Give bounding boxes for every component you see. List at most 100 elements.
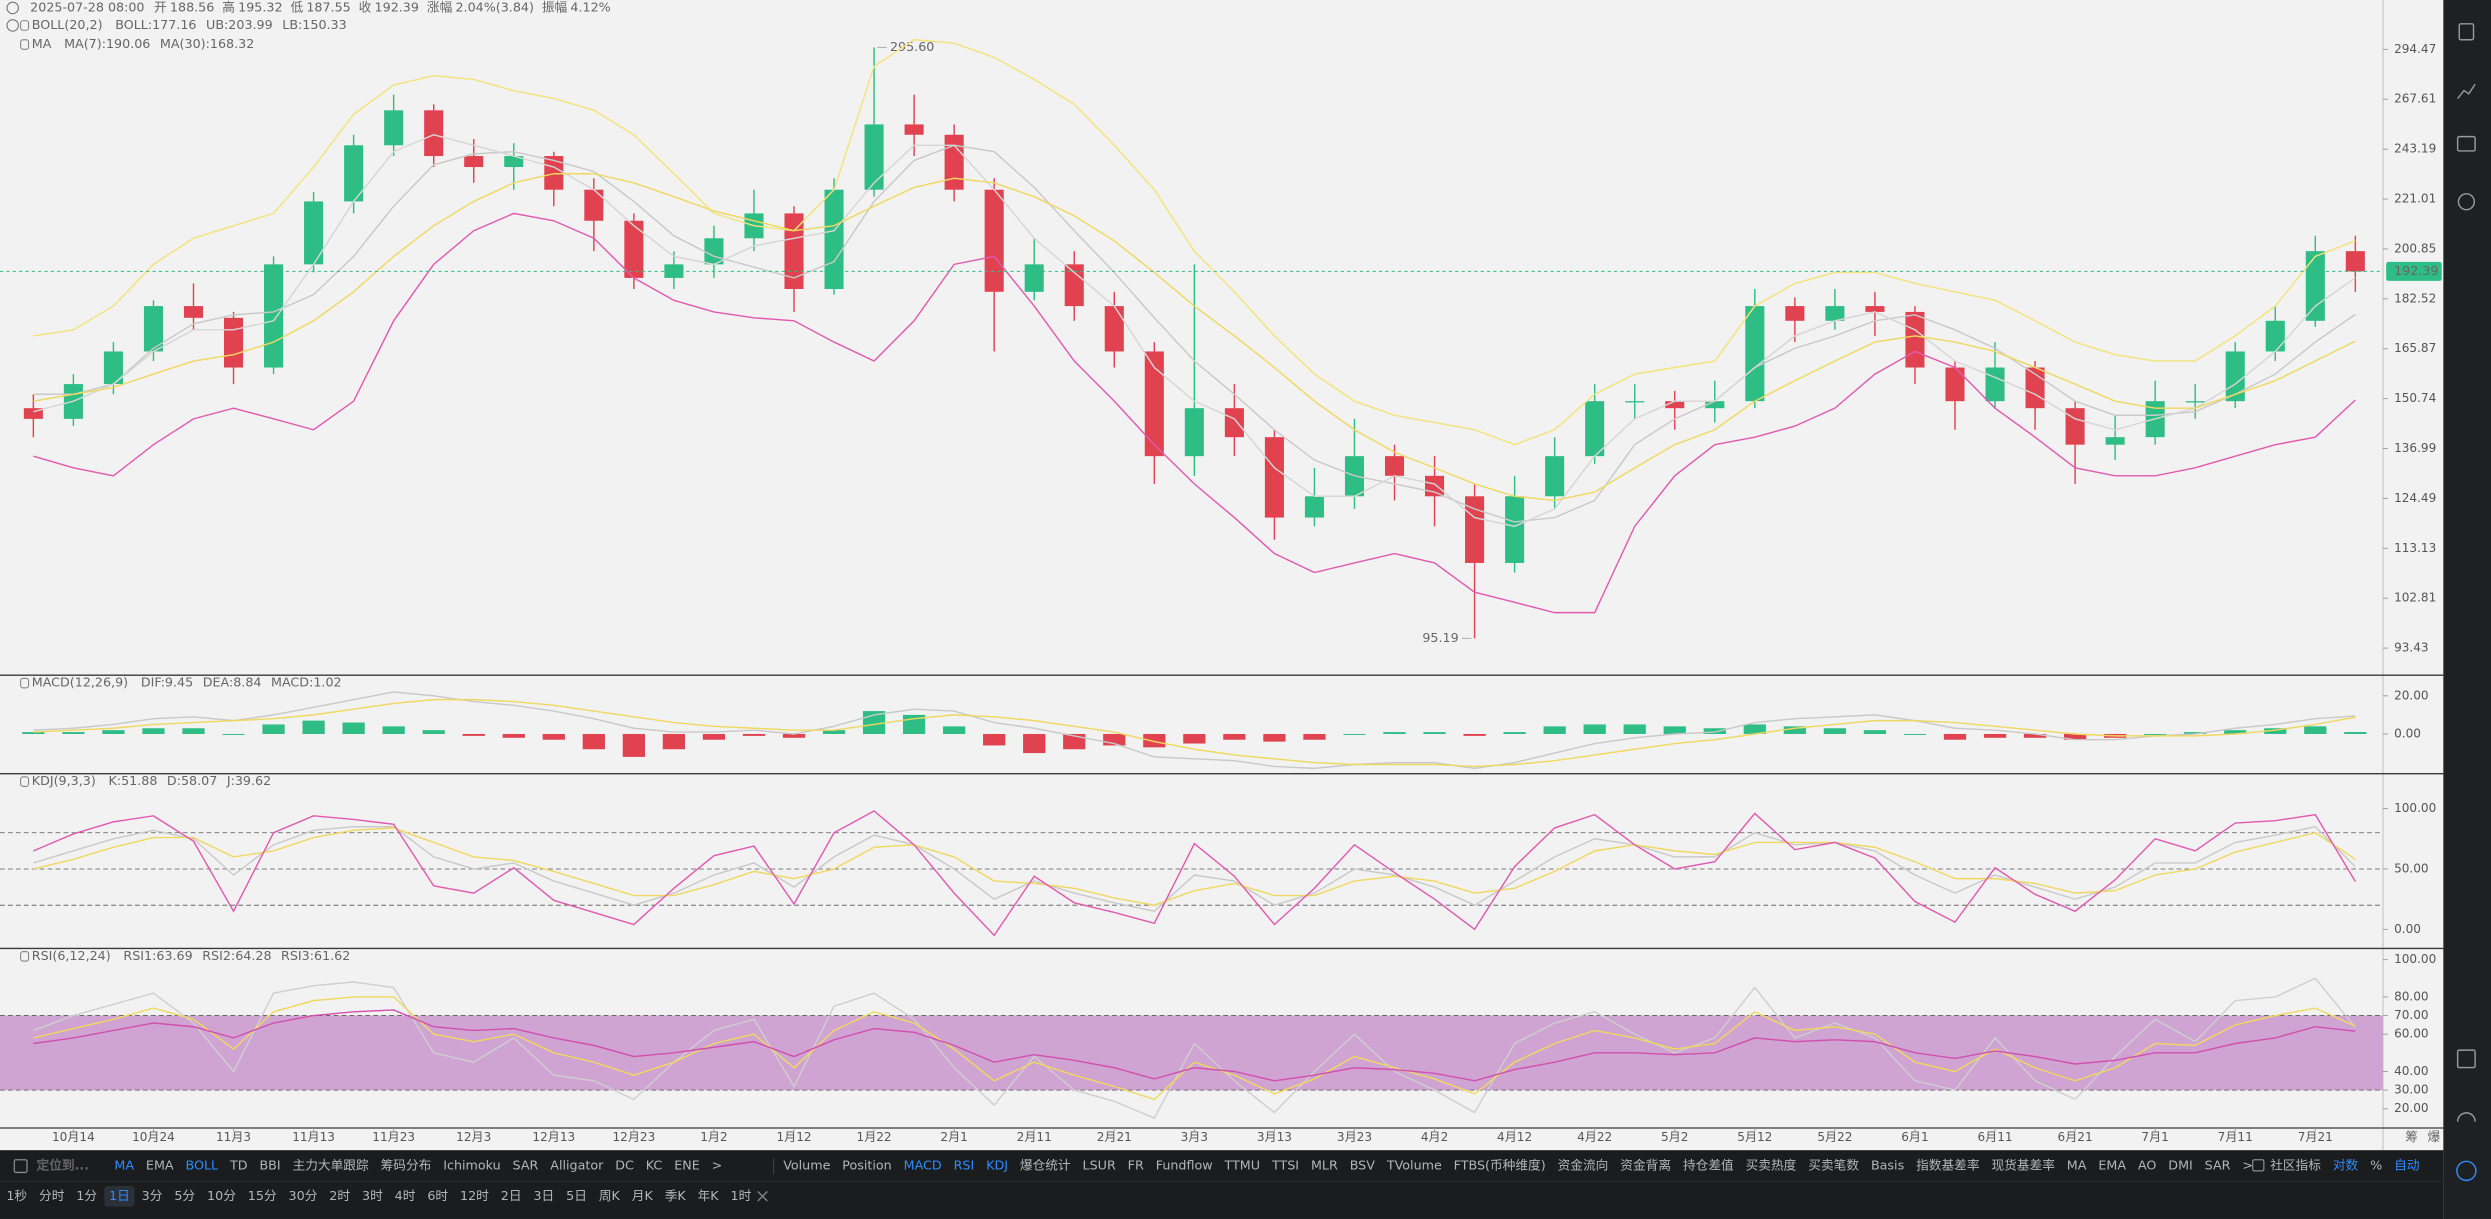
toolbar-item[interactable]: KC (646, 1158, 663, 1173)
toolbar-item[interactable]: Fundflow (1156, 1158, 1213, 1173)
toolbar-item[interactable]: BSV (1350, 1158, 1376, 1173)
toolbar-item[interactable]: TD (229, 1158, 248, 1173)
toolbar-item[interactable]: 持仓差值 (1683, 1158, 1734, 1173)
macd-bar (1663, 726, 1686, 734)
sidebar-icon[interactable] (2456, 1112, 2476, 1122)
toolbar-item[interactable]: Ichimoku (443, 1158, 500, 1173)
quote-label: 低 (290, 0, 303, 14)
toolbar-item[interactable]: BBI (259, 1158, 280, 1173)
axis-button[interactable]: 爆 (2427, 1129, 2440, 1144)
toolbar-item[interactable]: DC (615, 1158, 634, 1173)
toolbar-item[interactable]: EMA (146, 1158, 174, 1173)
toolbar-icons (13, 1159, 2265, 1202)
candle-body (2185, 401, 2205, 403)
toolbar-item[interactable]: Position (842, 1158, 891, 1173)
sidebar-icon[interactable] (2457, 193, 2476, 211)
interval-item[interactable]: 12时 (460, 1188, 489, 1203)
community-icon[interactable] (2252, 1159, 2265, 1172)
toolbar-item[interactable]: RSI (954, 1158, 975, 1173)
interval-item[interactable]: 1秒 (6, 1188, 27, 1203)
candle-body (824, 189, 844, 289)
interval-item[interactable]: 2时 (329, 1188, 350, 1203)
macd-bar (662, 733, 686, 750)
toolbar-item[interactable]: 社区指标 (2270, 1158, 2321, 1173)
toolbar-item[interactable]: 资金背离 (1620, 1158, 1671, 1173)
toolbar-item[interactable]: BOLL (186, 1158, 219, 1173)
toolbar-item[interactable]: 筹码分布 (381, 1158, 432, 1173)
candle-body (2265, 320, 2285, 352)
quote-value: 2.04%(3.84) (455, 0, 533, 14)
toolbar-item[interactable]: > (2242, 1158, 2253, 1173)
toolbar-item[interactable]: 买卖热度 (1746, 1158, 1797, 1173)
toolbar-item[interactable]: MA (114, 1158, 134, 1173)
toolbar-item[interactable]: KDJ (986, 1158, 1008, 1173)
toolbar-item[interactable]: Alligator (550, 1158, 604, 1173)
toolbar-item[interactable]: SAR (2205, 1158, 2231, 1173)
interval-item[interactable]: 30分 (289, 1188, 318, 1203)
support-icon[interactable] (2456, 1160, 2477, 1182)
axis-button[interactable]: 筹 (2405, 1129, 2418, 1144)
toolbar-item[interactable]: > (712, 1158, 723, 1173)
interval-item[interactable]: 月K (632, 1188, 654, 1203)
toolbar-item[interactable]: MACD (904, 1158, 942, 1173)
toolbar-item[interactable]: LSUR (1083, 1158, 1116, 1173)
toolbar-item[interactable]: Basis (1871, 1158, 1904, 1173)
toolbar-item[interactable]: 指数基差率 (1916, 1158, 1980, 1173)
interval-item[interactable]: 3分 (142, 1188, 163, 1203)
interval-item[interactable]: 10分 (207, 1188, 236, 1203)
interval-item[interactable]: 1分 (76, 1188, 97, 1203)
interval-item[interactable]: 5日 (566, 1188, 587, 1203)
interval-item[interactable]: 1时 (731, 1188, 752, 1203)
interval-item[interactable]: 4时 (395, 1188, 416, 1203)
close-icon[interactable] (757, 1191, 768, 1202)
toolbar-item[interactable]: EMA (2098, 1158, 2126, 1173)
sidebar-icon[interactable] (2458, 23, 2475, 41)
candle-body (384, 110, 404, 146)
macd-bar (1943, 733, 1967, 740)
toolbar-item[interactable]: 对数 (2333, 1158, 2359, 1173)
interval-item[interactable]: 年K (698, 1188, 720, 1203)
interval-item[interactable]: 3日 (533, 1188, 554, 1203)
locate-icon[interactable] (13, 1159, 28, 1174)
interval-item[interactable]: 15分 (248, 1188, 277, 1203)
toolbar-item[interactable]: TTSI (1271, 1158, 1299, 1173)
sidebar-icon[interactable] (2456, 1049, 2476, 1069)
toolbar-item[interactable]: TVolume (1386, 1158, 1442, 1173)
indicator-line (33, 977, 2356, 1119)
interval-item[interactable]: 分时 (39, 1188, 65, 1203)
candle-body (904, 124, 924, 135)
toolbar-item[interactable]: Volume (783, 1158, 830, 1173)
interval-item[interactable]: 1日 (109, 1188, 130, 1203)
toolbar-item[interactable]: FTBS(币种维度) (1454, 1158, 1546, 1173)
toolbar-item[interactable]: 主力大单跟踪 (293, 1158, 369, 1173)
indicator-icon (20, 20, 30, 31)
toolbar-item[interactable]: 爆仓统计 (1020, 1158, 1071, 1173)
interval-item[interactable]: 6时 (427, 1188, 448, 1203)
toolbar-item[interactable]: AO (2138, 1158, 2156, 1173)
toolbar-item[interactable]: DMI (2168, 1158, 2192, 1173)
sidebar-icon[interactable] (2456, 135, 2476, 152)
toolbar-item[interactable]: MLR (1311, 1158, 1338, 1173)
interval-item[interactable]: 周K (599, 1188, 621, 1203)
sidebar-icon[interactable] (2457, 83, 2476, 99)
indicator-value: DIF:9.45 (141, 675, 193, 690)
toolbar-item[interactable]: 自动 (2394, 1158, 2419, 1173)
toolbar-item[interactable]: TTMU (1224, 1158, 1261, 1173)
toolbar-item[interactable]: MA (2067, 1158, 2087, 1173)
locate-button[interactable]: 定位到... (37, 1158, 90, 1173)
panel: 294.47 267.61 243.19 221.01 200.85 182.52 165.… (0, 19, 2442, 1144)
toolbar-item[interactable]: 买卖笔数 (1808, 1158, 1859, 1173)
toolbar-item[interactable]: SAR (513, 1158, 539, 1173)
macd-bar (262, 724, 285, 734)
toolbar-item[interactable]: ENE (674, 1158, 700, 1173)
interval-item[interactable]: 2日 (501, 1188, 522, 1203)
toolbar-item[interactable]: % (2370, 1158, 2382, 1173)
interval-item[interactable]: 3时 (362, 1188, 383, 1203)
interval-item[interactable]: 季K (665, 1188, 687, 1203)
interval-item[interactable]: 5分 (174, 1188, 195, 1203)
toolbar-item[interactable]: 现货基差率 (1991, 1158, 2055, 1173)
toolbar-item[interactable]: 资金流向 (1558, 1158, 1609, 1173)
toolbar-item[interactable]: FR (1128, 1158, 1144, 1173)
sidebar-icons (2456, 23, 2477, 1182)
